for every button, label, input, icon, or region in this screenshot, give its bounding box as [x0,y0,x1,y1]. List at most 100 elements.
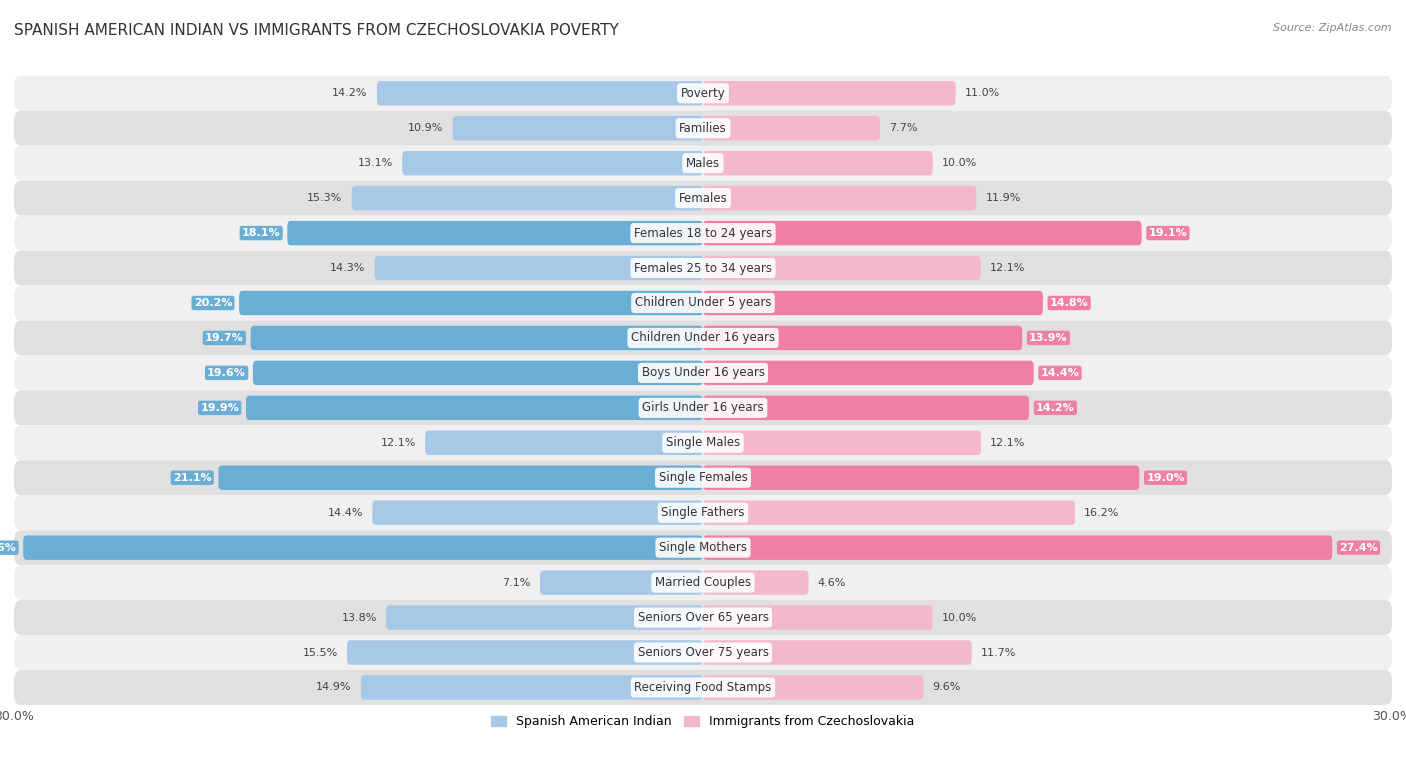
FancyBboxPatch shape [703,255,981,280]
FancyBboxPatch shape [14,425,1392,460]
Text: 21.1%: 21.1% [173,473,211,483]
FancyBboxPatch shape [14,390,1392,425]
Text: 12.1%: 12.1% [381,438,416,448]
FancyBboxPatch shape [703,221,1142,246]
FancyBboxPatch shape [703,116,880,140]
FancyBboxPatch shape [374,255,703,280]
Text: Receiving Food Stamps: Receiving Food Stamps [634,681,772,694]
Text: 14.2%: 14.2% [1036,402,1074,413]
Text: 10.0%: 10.0% [942,158,977,168]
Text: Children Under 5 years: Children Under 5 years [634,296,772,309]
Text: 7.7%: 7.7% [889,124,918,133]
Text: 11.7%: 11.7% [981,647,1017,657]
FancyBboxPatch shape [253,361,703,385]
Text: Males: Males [686,157,720,170]
Text: 20.2%: 20.2% [194,298,232,308]
FancyBboxPatch shape [361,675,703,700]
FancyBboxPatch shape [387,606,703,630]
FancyBboxPatch shape [373,500,703,525]
Text: 11.0%: 11.0% [965,88,1000,99]
FancyBboxPatch shape [703,151,932,175]
FancyBboxPatch shape [239,291,703,315]
Text: 12.1%: 12.1% [990,263,1025,273]
FancyBboxPatch shape [14,76,1392,111]
Text: 4.6%: 4.6% [818,578,846,587]
Text: 7.1%: 7.1% [502,578,531,587]
Text: 14.8%: 14.8% [1050,298,1088,308]
FancyBboxPatch shape [402,151,703,175]
Text: Boys Under 16 years: Boys Under 16 years [641,366,765,380]
FancyBboxPatch shape [347,641,703,665]
FancyBboxPatch shape [703,606,932,630]
Text: Source: ZipAtlas.com: Source: ZipAtlas.com [1274,23,1392,33]
Text: 14.3%: 14.3% [330,263,366,273]
FancyBboxPatch shape [425,431,703,455]
FancyBboxPatch shape [703,81,956,105]
FancyBboxPatch shape [287,221,703,246]
Text: 27.4%: 27.4% [1339,543,1378,553]
Text: 19.1%: 19.1% [1149,228,1187,238]
FancyBboxPatch shape [14,600,1392,635]
Text: Females: Females [679,192,727,205]
Text: 29.6%: 29.6% [0,543,17,553]
FancyBboxPatch shape [703,326,1022,350]
Text: 14.9%: 14.9% [316,682,352,693]
Text: 19.6%: 19.6% [207,368,246,378]
Text: 15.3%: 15.3% [307,193,343,203]
Text: 12.1%: 12.1% [990,438,1025,448]
FancyBboxPatch shape [703,361,1033,385]
Text: Seniors Over 65 years: Seniors Over 65 years [637,611,769,624]
Text: 9.6%: 9.6% [932,682,962,693]
Text: Females 18 to 24 years: Females 18 to 24 years [634,227,772,240]
FancyBboxPatch shape [14,530,1392,565]
Text: Families: Families [679,122,727,135]
Text: Children Under 16 years: Children Under 16 years [631,331,775,344]
FancyBboxPatch shape [14,111,1392,146]
FancyBboxPatch shape [703,291,1043,315]
Text: Girls Under 16 years: Girls Under 16 years [643,401,763,415]
Text: Single Males: Single Males [666,437,740,449]
FancyBboxPatch shape [246,396,703,420]
Text: Single Fathers: Single Fathers [661,506,745,519]
FancyBboxPatch shape [14,321,1392,356]
Text: 14.4%: 14.4% [328,508,363,518]
Text: 16.2%: 16.2% [1084,508,1119,518]
FancyBboxPatch shape [703,431,981,455]
Text: Single Females: Single Females [658,471,748,484]
FancyBboxPatch shape [24,535,703,560]
FancyBboxPatch shape [703,675,924,700]
FancyBboxPatch shape [352,186,703,211]
Text: 14.2%: 14.2% [332,88,368,99]
Text: 13.8%: 13.8% [342,612,377,622]
FancyBboxPatch shape [703,570,808,595]
FancyBboxPatch shape [453,116,703,140]
Text: Females 25 to 34 years: Females 25 to 34 years [634,262,772,274]
Text: Married Couples: Married Couples [655,576,751,589]
Text: 13.1%: 13.1% [357,158,392,168]
FancyBboxPatch shape [377,81,703,105]
FancyBboxPatch shape [703,186,976,211]
Text: Seniors Over 75 years: Seniors Over 75 years [637,646,769,659]
Text: 14.4%: 14.4% [1040,368,1080,378]
FancyBboxPatch shape [703,535,1333,560]
FancyBboxPatch shape [14,670,1392,705]
FancyBboxPatch shape [703,500,1076,525]
FancyBboxPatch shape [218,465,703,490]
Text: Single Mothers: Single Mothers [659,541,747,554]
Text: 10.9%: 10.9% [408,124,443,133]
FancyBboxPatch shape [703,641,972,665]
FancyBboxPatch shape [14,215,1392,251]
Text: 13.9%: 13.9% [1029,333,1067,343]
Text: SPANISH AMERICAN INDIAN VS IMMIGRANTS FROM CZECHOSLOVAKIA POVERTY: SPANISH AMERICAN INDIAN VS IMMIGRANTS FR… [14,23,619,38]
Text: Poverty: Poverty [681,86,725,100]
Text: 19.0%: 19.0% [1146,473,1185,483]
Text: 15.5%: 15.5% [302,647,337,657]
FancyBboxPatch shape [14,251,1392,286]
FancyBboxPatch shape [14,495,1392,530]
FancyBboxPatch shape [14,356,1392,390]
FancyBboxPatch shape [14,146,1392,180]
FancyBboxPatch shape [540,570,703,595]
Legend: Spanish American Indian, Immigrants from Czechoslovakia: Spanish American Indian, Immigrants from… [486,710,920,733]
Text: 11.9%: 11.9% [986,193,1021,203]
FancyBboxPatch shape [14,286,1392,321]
